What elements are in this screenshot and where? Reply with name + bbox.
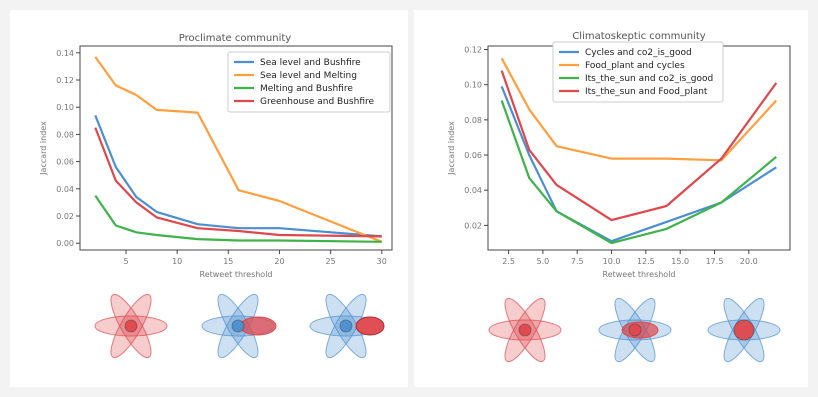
- y-axis-label: Jaccard index: [447, 121, 456, 176]
- y-axis-label: Jaccard index: [39, 121, 48, 176]
- legend-label: Food_plant and cycles: [585, 61, 685, 71]
- legend-label: Melting and Bushfire: [260, 84, 353, 94]
- legend-label: Cycles and co2_is_good: [585, 48, 692, 58]
- red-flower-icon: [94, 293, 168, 359]
- blue-flower-red-core-icon: [598, 297, 672, 363]
- legend-box: [227, 51, 391, 113]
- legend-label: Its_the_sun and Food_plant: [585, 87, 708, 97]
- flower-center: [339, 319, 353, 333]
- legend-label: Its_the_sun and co2_is_good: [585, 74, 713, 84]
- series-line-2: [94, 56, 383, 243]
- x-tick-label: 7.5: [571, 257, 584, 266]
- y-tick-label: 0.02: [56, 212, 74, 221]
- x-tick-label: 17.5: [706, 257, 724, 266]
- y-tick-label: 0.02: [464, 221, 482, 230]
- y-tick-label: 0.06: [464, 151, 482, 160]
- x-tick-label: 20: [274, 257, 284, 266]
- flower-center: [518, 323, 532, 337]
- y-tick-label: 0.06: [56, 158, 74, 167]
- blue-flower-red-petal-icon: [309, 293, 385, 359]
- chart-title: Climatoskeptic community: [572, 31, 705, 42]
- x-tick-label: 25: [326, 257, 336, 266]
- series-line-1: [94, 114, 382, 238]
- y-tick-label: 0.12: [464, 46, 482, 55]
- y-tick-label: 0.04: [56, 185, 74, 194]
- red-petal-overlay: [355, 316, 385, 336]
- x-tick-label: 10.0: [603, 257, 621, 266]
- blue-flower-half-red-icon: [201, 293, 277, 359]
- legend-label: Greenhouse and Bushfire: [260, 97, 374, 107]
- x-tick-label: 12.5: [637, 257, 655, 266]
- x-axis-label: Retweet threshold: [200, 270, 273, 279]
- chart-climatoskeptic: Climatoskeptic community Retweet threshol…: [447, 31, 791, 279]
- chart-title: Proclimate community: [179, 33, 292, 44]
- flower-center: [124, 319, 138, 333]
- y-tick-label: 0.08: [464, 116, 482, 125]
- series-line-3: [94, 194, 382, 243]
- y-tick-label: 0.10: [464, 81, 482, 90]
- legend-box: [552, 41, 724, 103]
- flower-center: [733, 319, 755, 341]
- y-tick-label: 0.14: [56, 49, 74, 58]
- y-tick-label: 0.12: [56, 76, 74, 85]
- x-tick-label: 15: [223, 257, 233, 266]
- y-tick-label: 0.00: [56, 239, 74, 248]
- y-tick-label: 0.08: [56, 130, 74, 139]
- x-tick-label: 15.0: [671, 257, 689, 266]
- x-axis-label: Retweet threshold: [603, 270, 676, 279]
- x-tick-label: 20.0: [740, 257, 758, 266]
- red-petal-overlay: [239, 316, 277, 336]
- flower-center: [231, 319, 245, 333]
- red-flower-icon: [488, 297, 562, 363]
- series-line-4: [94, 127, 382, 238]
- series-line-2: [500, 57, 778, 162]
- chart-proclimate: Proclimate community Retweet threshold Jac…: [39, 33, 393, 279]
- y-tick-label: 0.10: [56, 103, 74, 112]
- series-line-1: [500, 85, 777, 243]
- series-line-4: [500, 70, 778, 222]
- x-tick-label: 30: [377, 257, 387, 266]
- y-tick-label: 0.04: [464, 186, 482, 195]
- flower-center: [628, 323, 642, 337]
- x-tick-label: 10: [172, 257, 182, 266]
- blue-flower-red-center-icon: [707, 297, 781, 363]
- legend-label: Sea level and Melting: [260, 71, 357, 81]
- plot-frame: [79, 45, 393, 251]
- legend-label: Sea level and Bushfire: [260, 58, 361, 68]
- series-line-3: [500, 100, 778, 245]
- x-tick-label: 2.5: [502, 257, 515, 266]
- x-tick-label: 5.0: [537, 257, 550, 266]
- x-tick-label: 5: [123, 257, 128, 266]
